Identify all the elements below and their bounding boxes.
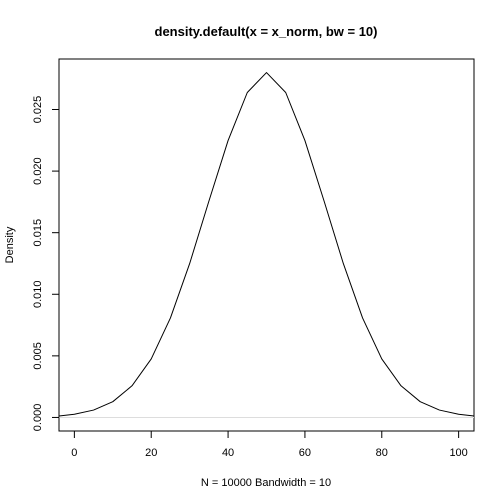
y-tick-label: 0.000	[32, 404, 44, 432]
y-tick-label: 0.020	[32, 157, 44, 185]
y-tick-label: 0.015	[32, 219, 44, 247]
y-tick-label: 0.005	[32, 342, 44, 370]
y-axis-label: Density	[4, 226, 16, 263]
x-tick-label: 100	[449, 447, 467, 459]
density-curve	[58, 72, 475, 417]
x-tick-label: 80	[376, 447, 388, 459]
x-tick-label: 60	[299, 447, 311, 459]
x-tick-label: 0	[71, 447, 77, 459]
x-axis-label: N = 10000 Bandwidth = 10	[201, 477, 331, 489]
y-axis: 0.000 0.005 0.010 0.015 0.020 0.025	[32, 96, 60, 432]
y-tick-label: 0.010	[32, 281, 44, 309]
plot-frame	[58, 58, 475, 432]
x-axis: 0 20 40 60 80 100	[71, 430, 468, 459]
x-tick-label: 20	[145, 447, 157, 459]
x-tick-label: 40	[222, 447, 234, 459]
series-layer	[58, 72, 475, 417]
chart-title: density.default(x = x_norm, bw = 10)	[155, 24, 378, 39]
y-tick-label: 0.025	[32, 96, 44, 124]
